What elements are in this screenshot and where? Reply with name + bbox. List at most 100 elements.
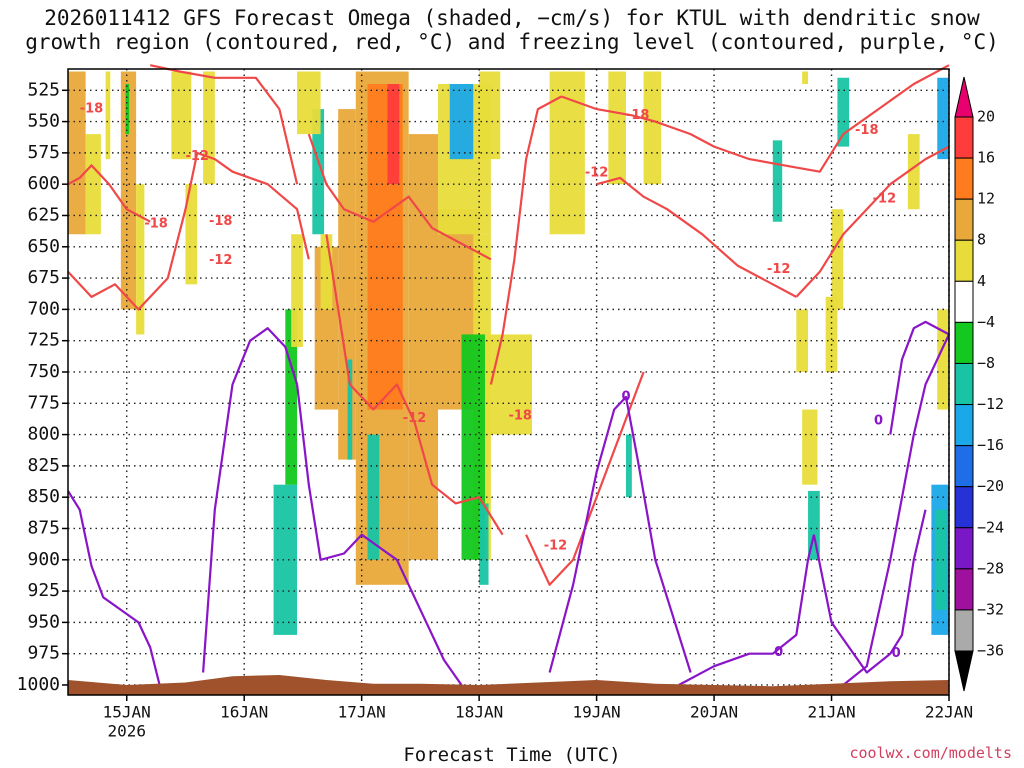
y-tick-label-625: 625 <box>27 204 60 225</box>
contour-label-4: -12 <box>209 253 233 268</box>
y-tick-label-825: 825 <box>27 455 60 476</box>
omega-shade-5 <box>125 84 130 135</box>
omega-shade-36 <box>796 309 809 372</box>
omega-shade-41 <box>802 71 809 85</box>
dendritic-contour-6 <box>525 371 645 586</box>
dendritic-contour-10 <box>795 145 950 298</box>
omega-shade-9 <box>273 484 298 635</box>
x-tick-label-1: 16JAN <box>220 703 268 722</box>
y-tick-label-525: 525 <box>27 79 60 100</box>
chart-title-line-2: growth region (contoured, red, °C) and f… <box>25 30 999 54</box>
dendritic-contour-2 <box>67 151 310 311</box>
chart-title-line-1: 2026011412 GFS Forecast Omega (shaded, −… <box>44 6 980 30</box>
x-tick-label-0: 15JAN <box>103 703 151 722</box>
credit-text: coolwx.com/modelts <box>849 744 1012 762</box>
y-tick-label-700: 700 <box>27 298 60 319</box>
x-tick-label-7: 22JAN <box>925 703 973 722</box>
y-tick-label-575: 575 <box>27 142 60 163</box>
contour-label-12: -12 <box>873 192 897 207</box>
freezing-contour-6 <box>842 333 950 686</box>
omega-shade-33 <box>643 71 662 185</box>
omega-shade-0 <box>68 71 86 235</box>
colorbar-label-3: 8 <box>977 231 986 249</box>
x-tick-label-4: 19JAN <box>573 703 621 722</box>
colorbar-band-11 <box>954 568 974 611</box>
colorbar-band-9 <box>954 486 974 529</box>
omega-shade-29 <box>449 84 474 160</box>
freezing-contour-0 <box>67 490 161 686</box>
omega-shade-40 <box>837 77 850 147</box>
x-tick-label-2: 17JAN <box>338 703 386 722</box>
colorbar-label-1: 16 <box>977 149 995 167</box>
colorbar-label-10: −24 <box>977 518 1004 536</box>
colorbar-label-11: −28 <box>977 559 1004 577</box>
omega-shade-32 <box>608 71 626 185</box>
terrain-fill <box>68 675 949 695</box>
contour-label-16: 0 <box>892 646 901 661</box>
omega-shade-24 <box>367 434 380 560</box>
omega-shade-2 <box>105 71 111 160</box>
contour-label-9: -18 <box>626 108 650 123</box>
x-tick-label-3: 18JAN <box>455 703 503 722</box>
x-tick-label-6: 21JAN <box>807 703 855 722</box>
dendritic-contour-4 <box>325 234 504 536</box>
colorbar-label-2: 12 <box>977 190 995 208</box>
freezing-contour-7 <box>889 320 950 435</box>
omega-shade-37 <box>802 409 818 485</box>
y-tick-label-775: 775 <box>27 392 60 413</box>
omega-shade-16 <box>338 109 356 460</box>
omega-shade-34 <box>625 434 632 498</box>
colorbar-band-10 <box>954 527 974 570</box>
omega-shade-20 <box>408 134 439 560</box>
omega-shade-47 <box>937 77 949 160</box>
dendritic-contour-7 <box>561 95 715 148</box>
colorbar-band-2 <box>954 198 974 241</box>
colorbar-label-7: −12 <box>977 395 1004 413</box>
omega-shade-27 <box>479 503 489 585</box>
y-tick-label-875: 875 <box>27 517 60 538</box>
dendritic-contour-3 <box>307 133 492 261</box>
colorbar-band-6 <box>954 362 974 406</box>
omega-shade-10 <box>285 309 298 485</box>
omega-shade-15 <box>320 234 333 310</box>
colorbar-label-6: −8 <box>977 354 995 372</box>
omega-shade-7 <box>185 184 198 285</box>
omega-shade-1 <box>85 134 101 235</box>
dendritic-contour-0 <box>67 164 151 223</box>
omega-shade-44 <box>937 309 949 410</box>
omega-shade-19 <box>387 84 400 185</box>
freezing-contour-2 <box>296 384 463 686</box>
contour-label-13: 0 <box>621 390 630 405</box>
omega-shade-46 <box>934 509 947 610</box>
y-tick-label-600: 600 <box>27 173 60 194</box>
contour-label-5: -12 <box>403 411 427 426</box>
omega-shade-3 <box>120 71 137 310</box>
colorbar-band-7 <box>954 404 974 447</box>
omega-shade-8 <box>203 71 215 185</box>
freezing-contour-4 <box>678 534 815 686</box>
colorbar-label-12: −32 <box>977 600 1004 618</box>
dendritic-contour-5 <box>489 95 562 385</box>
contour-label-3: -18 <box>209 214 233 229</box>
omega-shade-4 <box>136 184 145 335</box>
x-axis-title: Forecast Time (UTC) <box>403 744 621 766</box>
omega-shade-13 <box>297 71 321 135</box>
contour-label-14: 0 <box>874 413 883 428</box>
contour-label-11: -18 <box>855 123 879 138</box>
dendritic-contour-8 <box>713 64 950 173</box>
omega-shade-42 <box>831 209 844 310</box>
y-tick-label-750: 750 <box>27 361 60 382</box>
contour-label-2: -18 <box>144 217 168 232</box>
colorbar-band-1 <box>954 157 974 200</box>
colorbar-band-12 <box>954 609 974 652</box>
colorbar-label-4: 4 <box>977 272 986 290</box>
dendritic-contour-9 <box>596 176 797 298</box>
plot-frame <box>67 68 950 696</box>
y-tick-label-900: 900 <box>27 549 60 570</box>
contour-label-8: -12 <box>585 165 609 180</box>
omega-shade-6 <box>171 71 192 160</box>
contour-label-0: -18 <box>80 102 104 117</box>
omega-shade-43 <box>907 134 920 210</box>
y-tick-label-975: 975 <box>27 643 60 664</box>
